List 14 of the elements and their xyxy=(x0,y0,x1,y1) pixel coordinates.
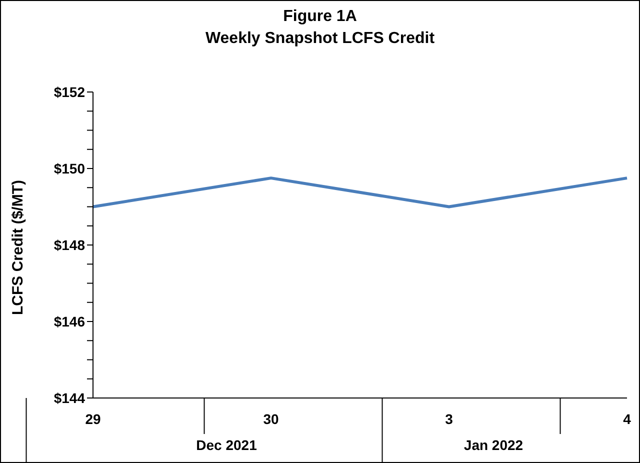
y-tick-label: $148 xyxy=(54,236,86,253)
y-tick-label: $152 xyxy=(54,84,86,100)
x-tick-label: 29 xyxy=(85,411,101,427)
x-tick-label: 3 xyxy=(445,411,454,427)
chart-title: Figure 1A xyxy=(282,7,358,27)
text: Dec 2021 xyxy=(195,437,258,453)
y-axis-title: LCFS Credit ($/MT) xyxy=(9,180,26,315)
text: Jan 2022 xyxy=(462,437,524,453)
y-tick-label: $146 xyxy=(54,313,86,330)
x-tick-label: 30 xyxy=(263,411,279,427)
y-tick-label: $150 xyxy=(54,160,86,176)
y-tick-label: $144 xyxy=(54,390,86,406)
chart-subtitle: Weekly Snapshot LCFS Credit xyxy=(204,29,436,49)
x-tick-label: 4 xyxy=(623,411,632,427)
